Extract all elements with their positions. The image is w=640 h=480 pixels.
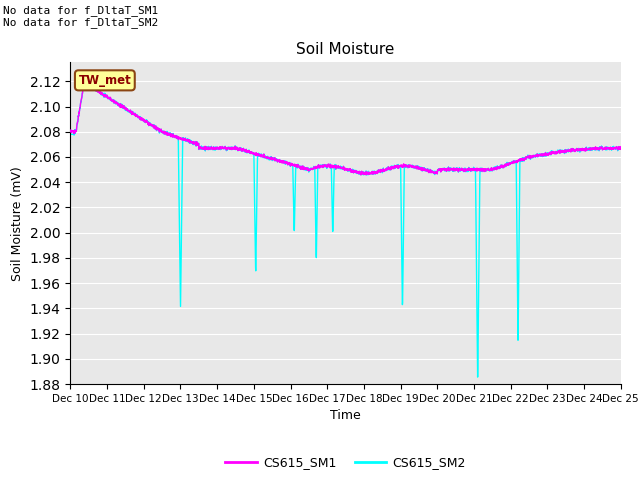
CS615_SM1 — [129, 111, 137, 117]
CS615_SM1 — [67, 128, 74, 133]
CS615_SM2 — [67, 132, 74, 137]
CS615_SM2 — [607, 144, 614, 150]
CS615_SM1 — [547, 150, 555, 156]
CS615_SM2 — [162, 131, 170, 136]
CS615_SM2 — [301, 166, 309, 171]
Text: TW_met: TW_met — [79, 74, 131, 87]
CS615_SM2 — [129, 112, 137, 118]
CS615_SM1 — [278, 160, 285, 166]
CS615_SM2 — [86, 83, 93, 88]
CS615_SM2 — [617, 145, 625, 151]
CS615_SM1 — [617, 145, 625, 151]
CS615_SM2 — [474, 374, 481, 380]
CS615_SM2 — [547, 150, 555, 156]
CS615_SM1 — [86, 83, 93, 89]
Y-axis label: Soil Moisture (mV): Soil Moisture (mV) — [11, 166, 24, 281]
Text: No data for f_DltaT_SM1
No data for f_DltaT_SM2: No data for f_DltaT_SM1 No data for f_Dl… — [3, 5, 159, 28]
CS615_SM1 — [162, 131, 170, 137]
X-axis label: Time: Time — [330, 409, 361, 422]
Line: CS615_SM2: CS615_SM2 — [70, 85, 621, 377]
CS615_SM1 — [357, 172, 365, 178]
Line: CS615_SM1: CS615_SM1 — [70, 86, 621, 175]
CS615_SM2 — [278, 159, 285, 165]
Title: Soil Moisture: Soil Moisture — [296, 42, 395, 57]
Legend: CS615_SM1, CS615_SM2: CS615_SM1, CS615_SM2 — [220, 451, 471, 474]
CS615_SM1 — [607, 144, 614, 150]
CS615_SM1 — [301, 166, 309, 172]
